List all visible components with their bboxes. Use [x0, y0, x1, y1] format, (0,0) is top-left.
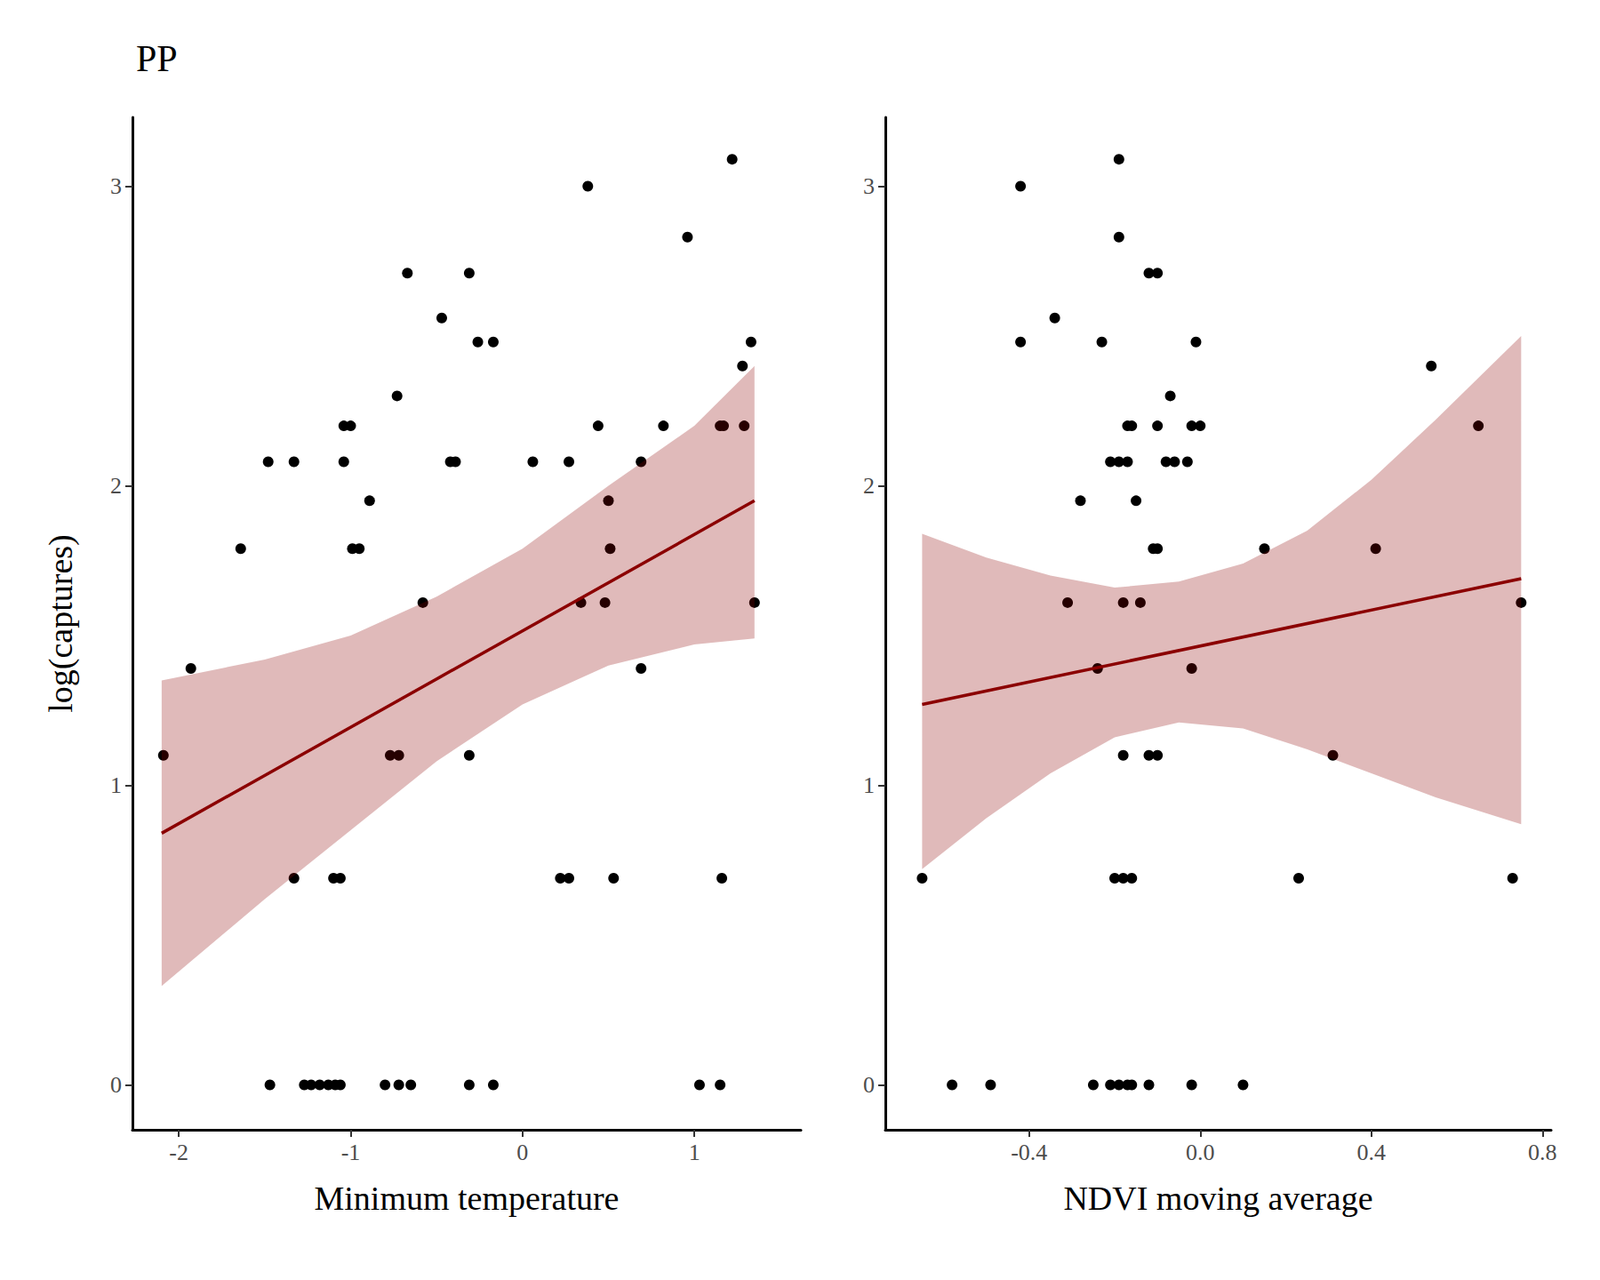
- svg-text:1: 1: [688, 1139, 701, 1166]
- svg-text:-2: -2: [168, 1139, 189, 1166]
- svg-text:log(captures): log(captures): [41, 534, 80, 712]
- svg-text:-1: -1: [341, 1139, 361, 1166]
- svg-text:NDVI moving average: NDVI moving average: [1063, 1179, 1373, 1217]
- svg-text:0: 0: [516, 1139, 528, 1166]
- svg-text:3: 3: [863, 173, 875, 200]
- svg-text:2: 2: [110, 472, 122, 499]
- svg-text:0: 0: [863, 1072, 875, 1098]
- svg-text:2: 2: [863, 472, 875, 499]
- svg-text:Minimum temperature: Minimum temperature: [314, 1179, 620, 1217]
- svg-text:0: 0: [110, 1072, 122, 1098]
- svg-text:-0.4: -0.4: [1010, 1139, 1048, 1166]
- svg-text:0.4: 0.4: [1357, 1139, 1387, 1166]
- svg-text:3: 3: [110, 173, 122, 200]
- svg-text:0.0: 0.0: [1185, 1139, 1216, 1166]
- svg-text:0.8: 0.8: [1528, 1139, 1558, 1166]
- svg-text:1: 1: [863, 772, 875, 799]
- svg-text:1: 1: [110, 772, 122, 799]
- svg-text:PP: PP: [136, 38, 178, 80]
